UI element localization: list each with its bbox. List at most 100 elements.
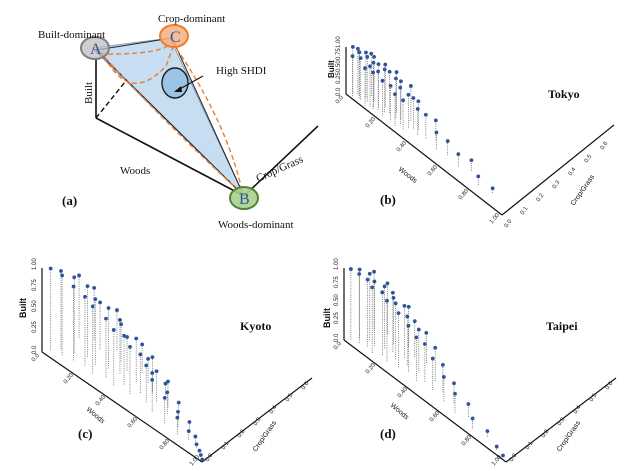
kyoto-crop-tick: 0.3	[253, 416, 263, 427]
tokyo-woods-tick: 1.00	[489, 212, 502, 225]
tokyo-woods-tick: 0.20	[365, 116, 378, 129]
kyoto-data-point	[119, 322, 124, 327]
kyoto-built-label: Built	[18, 298, 28, 318]
taipei-data-point	[372, 279, 377, 284]
tokyo-data-point	[394, 70, 399, 75]
taipei-data-point	[357, 272, 362, 276]
taipei-crop-axis	[505, 377, 617, 463]
taipei-woods-axis	[343, 339, 507, 463]
tokyo-data-point	[394, 76, 398, 81]
kyoto-data-point	[118, 318, 122, 322]
tokyo-data-point	[456, 152, 461, 157]
taipei-data-point	[406, 323, 411, 328]
tokyo-woods-tick: 0.0	[335, 95, 345, 106]
kyoto-data-point	[162, 396, 167, 400]
tokyo-crop-label: Crop/Grass	[570, 173, 597, 207]
tokyo-woods-tick: 0.60	[427, 164, 440, 177]
tokyo-data-point	[416, 99, 421, 104]
kyoto-data-point	[122, 333, 126, 338]
kyoto-title: Kyoto	[240, 319, 271, 333]
tokyo-data-point	[350, 44, 355, 49]
taipei-data-point	[416, 327, 421, 332]
tokyo-data-point	[388, 84, 393, 88]
high-shdi-arrow	[177, 75, 204, 91]
tokyo-woods-tick: 0.80	[458, 188, 471, 201]
vertex-c-label: C	[170, 29, 181, 46]
kyoto-data-point	[176, 409, 180, 414]
taipei-data-point	[367, 271, 372, 276]
taipei-data-point	[370, 285, 375, 290]
tokyo-data-point	[376, 69, 381, 74]
taipei-z-tick: 0.25	[334, 312, 340, 324]
taipei-points	[349, 267, 505, 458]
tokyo-data-point	[469, 158, 474, 163]
kyoto-z-tick: 0.50	[32, 300, 38, 312]
tokyo-data-point	[445, 139, 450, 143]
taipei-data-point	[485, 429, 490, 434]
tokyo-data-point	[380, 78, 385, 83]
kyoto-data-point	[166, 379, 170, 384]
kyoto-data-point	[92, 286, 97, 290]
taipei-z-tick: 0.0	[334, 333, 340, 342]
kyoto-crop-tick: 0.6	[301, 380, 311, 391]
kyoto-data-point	[77, 273, 81, 278]
tokyo-crop-tick: 0.2	[536, 192, 546, 203]
taipei-woods-label: Woods	[389, 402, 410, 422]
woods-axis	[95, 117, 245, 197]
kyoto-data-point	[200, 457, 205, 462]
high-shdi-label: High SHDI	[216, 65, 267, 77]
tokyo-woods-label: Woods	[397, 166, 419, 185]
tokyo-data-point	[357, 50, 362, 55]
tokyo-data-point	[365, 55, 370, 59]
crop-dominant-marker	[159, 24, 189, 48]
taipei-data-point	[357, 267, 362, 272]
tokyo-crop-tick-labels: 0.0 0.1 0.2 0.3 0.4 0.5 0.6	[504, 140, 610, 229]
taipei-data-point	[393, 301, 398, 306]
kyoto-data-point	[175, 415, 180, 420]
built-axis-label: Built	[83, 82, 95, 104]
kyoto-z-tick-labels: 0.0 0.25 0.50 0.75 1.00	[32, 258, 38, 354]
tokyo-data-point	[401, 98, 405, 103]
high-shdi-arrow-head	[174, 86, 182, 92]
tokyo-axes	[345, 47, 615, 216]
tokyo-z-tick: 0.75	[336, 48, 342, 60]
tokyo-z-tick: 0.0	[336, 87, 342, 96]
taipei-built-label: Built	[322, 308, 332, 328]
kyoto-woods-axis	[41, 351, 203, 463]
panel-d-label: (d)	[380, 426, 396, 441]
tokyo-built-label: Built	[327, 60, 336, 78]
tokyo-data-point	[376, 62, 381, 67]
kyoto-data-point	[71, 284, 76, 289]
composition-triangle	[91, 37, 245, 197]
taipei-data-point	[365, 277, 370, 282]
taipei-data-point	[396, 311, 401, 316]
panel-c-label: (c)	[78, 426, 92, 441]
tokyo-data-point	[393, 92, 397, 97]
orange-dashed-inner	[103, 41, 176, 84]
kyoto-crop-tick: 0.4	[269, 404, 279, 415]
taipei-crop-tick-labels: 0.0 0.1 0.2 0.3 0.4 0.5 0.6	[509, 380, 615, 463]
tokyo-data-point	[423, 112, 428, 117]
taipei-data-point	[390, 290, 395, 295]
kyoto-data-point	[138, 352, 143, 357]
taipei-data-point	[430, 356, 435, 361]
tokyo-data-point	[350, 54, 355, 59]
taipei-data-point	[412, 319, 417, 324]
taipei-z-tick: 1.00	[334, 258, 340, 270]
taipei-data-point	[470, 416, 475, 421]
taipei-data-point	[382, 284, 387, 289]
tokyo-points	[350, 44, 495, 193]
tokyo-data-point	[476, 174, 481, 179]
taipei-woods-tick-labels: 0.0 0.20 0.40 0.60 0.80 1.00	[333, 341, 504, 468]
taipei-crop-tick: 0.4	[573, 404, 583, 415]
tokyo-crop-axis	[501, 124, 615, 216]
taipei-z-tick: 0.75	[334, 276, 340, 288]
tokyo-woods-tick: 0.40	[396, 140, 409, 153]
tokyo-data-point	[415, 107, 420, 111]
kyoto-z-tick: 0.75	[32, 279, 38, 291]
taipei-woods-tick: 0.0	[333, 341, 343, 352]
tokyo-z-tick: 0.50	[336, 60, 342, 72]
kyoto-data-point	[144, 363, 149, 368]
kyoto-crop-tick: 0.0	[205, 452, 215, 463]
